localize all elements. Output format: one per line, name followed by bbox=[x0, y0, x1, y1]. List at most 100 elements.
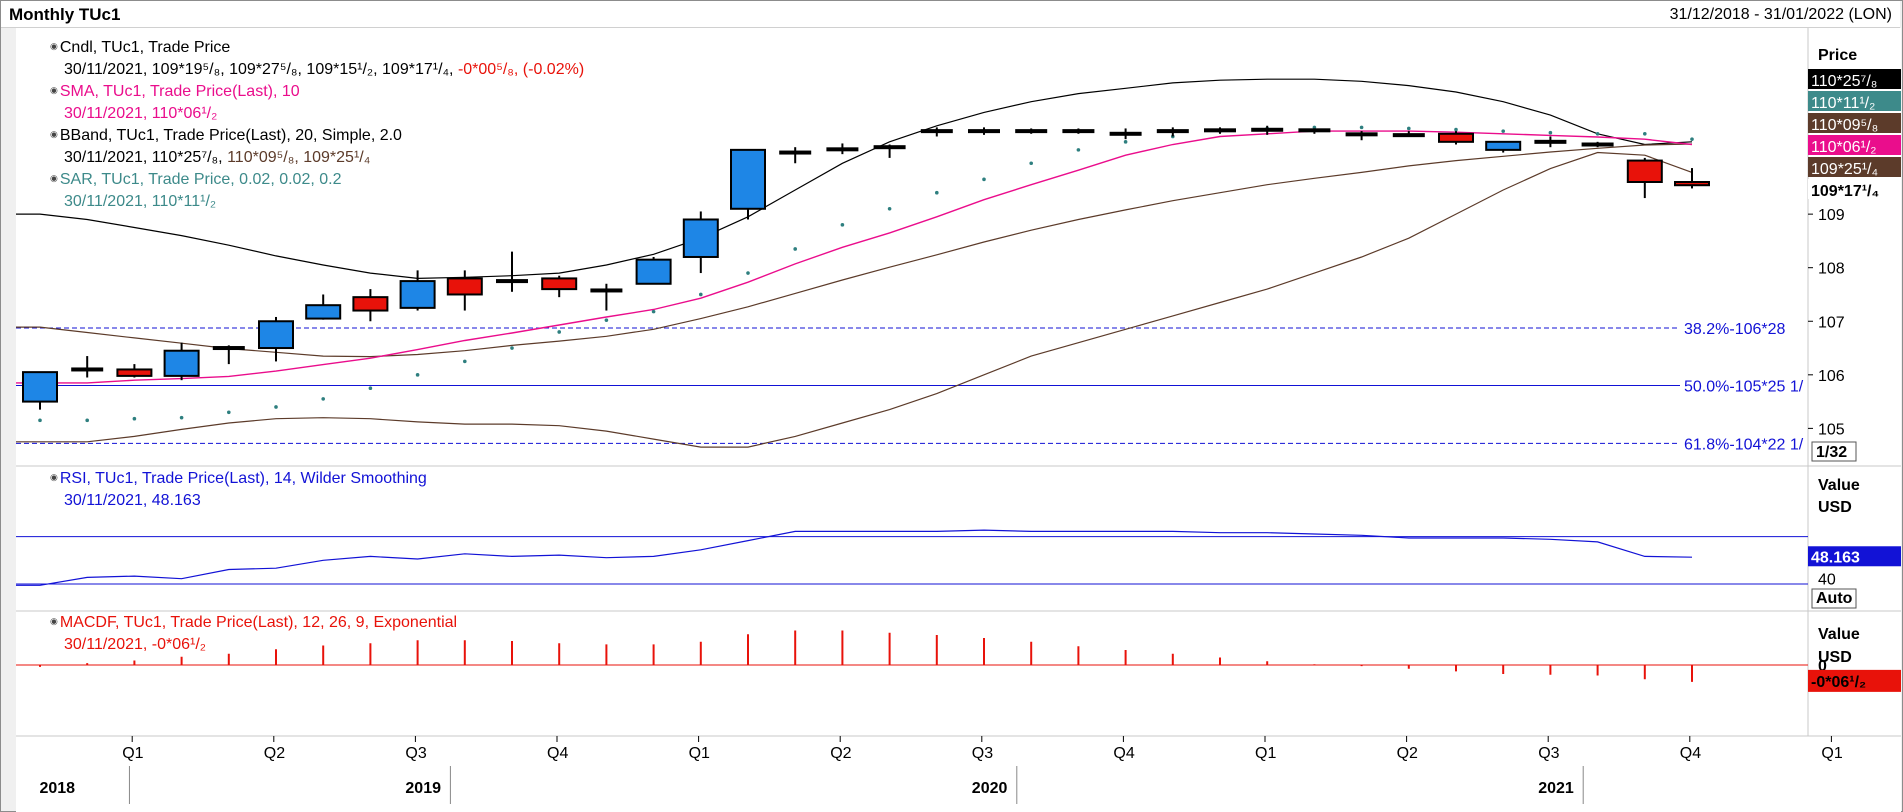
macd-tag bbox=[1808, 669, 1901, 692]
price-tag-label: 110*09⁵/₈ bbox=[1811, 117, 1878, 134]
x-quarter-label: Q3 bbox=[405, 745, 426, 762]
price-tag bbox=[1808, 135, 1901, 155]
price-tag bbox=[1808, 91, 1901, 111]
x-quarter-label: Q4 bbox=[1680, 745, 1701, 762]
candle-body-doji bbox=[1062, 129, 1095, 134]
fib-level-label: 38.2%-106*28 bbox=[1684, 321, 1786, 338]
x-quarter-label: Q1 bbox=[1821, 745, 1842, 762]
legend-sar-values: 30/11/2021, 110*11¹/₂ bbox=[64, 193, 217, 210]
candle-body-doji bbox=[1392, 133, 1425, 138]
legend-toggle-icon[interactable]: ◉ bbox=[50, 41, 58, 51]
price-scale-button bbox=[1811, 441, 1857, 462]
x-quarter-label: Q3 bbox=[972, 745, 993, 762]
candle-body-doji bbox=[1345, 132, 1378, 137]
legend-rsi[interactable]: ◉ RSI, TUc1, Trade Price(Last), 14, Wilde… bbox=[50, 468, 427, 512]
candle-body-doji bbox=[826, 147, 859, 152]
rsi-tick-label: 40 bbox=[1818, 572, 1836, 589]
candle-body-doji bbox=[496, 279, 528, 284]
sar-dot bbox=[1595, 131, 1600, 136]
sar-dot bbox=[1643, 131, 1647, 136]
candle-body-doji bbox=[1109, 131, 1142, 136]
sma-line bbox=[16, 130, 1693, 384]
price-tag-label: 110*11¹/₂ bbox=[1811, 95, 1875, 112]
price-tick-label: 106 bbox=[1818, 368, 1845, 385]
x-quarter-label: Q3 bbox=[1538, 745, 1559, 762]
sar-dot bbox=[699, 292, 703, 297]
sar-dot bbox=[793, 247, 797, 251]
legend-candle-name: Cndl, TUc1, Trade Price bbox=[59, 39, 231, 56]
chart-canvas[interactable]: 109 108 107 106 105 Price 38.2%-106*28 50.0%-10… bbox=[0, 28, 1903, 812]
candle-body-doji bbox=[873, 145, 906, 150]
legend-toggle-icon[interactable]: ◉ bbox=[50, 616, 58, 626]
title-bar: Monthly TUc1 31/12/2018 - 31/01/2022 (LO… bbox=[1, 1, 1900, 28]
price-tag-label: 110*25⁷/₈ bbox=[1811, 73, 1877, 90]
candle-body-doji bbox=[920, 129, 953, 134]
legend-bband-date: 30/11/2021, bbox=[64, 149, 152, 166]
bollinger-upper-line bbox=[16, 78, 1693, 280]
candle-body-up bbox=[399, 280, 436, 309]
candle-body-doji bbox=[590, 288, 623, 293]
legend-candle[interactable]: ◉ Cndl, TUc1, Trade Price 30/11/2021, 109… bbox=[50, 37, 584, 81]
price-scale-button-label: 1/32 bbox=[1816, 444, 1847, 461]
price-tag-label: 110*06¹/₂ bbox=[1811, 139, 1877, 156]
legend-sma[interactable]: ◉ SMA, TUc1, Trade Price(Last), 10 30/11/… bbox=[50, 81, 300, 125]
macd-axis-label: Value bbox=[1818, 626, 1860, 643]
sar-dot bbox=[1501, 129, 1505, 133]
sar-dot bbox=[1312, 125, 1317, 130]
x-year-label: 2021 bbox=[1538, 780, 1574, 797]
legend-macd-values: 30/11/2021, -0*06¹/₂ bbox=[64, 636, 207, 653]
legend-toggle-icon[interactable]: ◉ bbox=[50, 472, 58, 482]
sar-dot bbox=[651, 309, 656, 314]
sar-dot bbox=[1454, 127, 1458, 132]
sar-dot bbox=[887, 206, 892, 211]
price-axis-header: Price bbox=[1818, 47, 1857, 64]
sar-dot bbox=[38, 418, 42, 423]
date-range[interactable]: 31/12/2018 - 31/01/2022 (LON) bbox=[1669, 6, 1892, 23]
x-quarter-label: Q2 bbox=[264, 745, 285, 762]
sar-dot bbox=[1359, 125, 1364, 130]
bollinger-lower-line bbox=[16, 151, 1693, 448]
legend-macd[interactable]: ◉ MACDF, TUc1, Trade Price(Last), 12, 26,… bbox=[50, 612, 457, 656]
chart-title: Monthly TUc1 bbox=[9, 5, 121, 24]
x-quarter-label: Q1 bbox=[1255, 745, 1276, 762]
sar-dot bbox=[1029, 161, 1033, 166]
sar-dot bbox=[368, 386, 373, 391]
macd-pane bbox=[16, 611, 1808, 736]
rsi-axis-label: Value bbox=[1818, 477, 1860, 494]
candle-body-down bbox=[1626, 159, 1663, 184]
candle-body-up bbox=[163, 349, 200, 377]
rsi-axis-unit: USD bbox=[1818, 499, 1852, 516]
legend-candle-change: -0*00⁵/₈, (-0.02%) bbox=[457, 61, 585, 78]
sar-dot bbox=[510, 346, 514, 350]
candle-body-up bbox=[635, 258, 672, 285]
legend-bband-name: BBand, TUc1, Trade Price(Last), 20, Simp… bbox=[59, 127, 402, 144]
legend-sma-values: 30/11/2021, 110*06¹/₂ bbox=[64, 105, 218, 122]
sar-dot bbox=[1548, 130, 1553, 135]
sar-dot bbox=[604, 318, 609, 322]
legend-toggle-icon[interactable]: ◉ bbox=[50, 85, 58, 95]
candle-body-up bbox=[258, 320, 294, 350]
sar-dot bbox=[1690, 137, 1694, 141]
candle-body-doji bbox=[968, 129, 1000, 134]
candle-body-doji bbox=[71, 367, 104, 372]
x-quarter-label: Q2 bbox=[830, 745, 851, 762]
price-tick-label: 105 bbox=[1818, 421, 1845, 438]
candle-body-up bbox=[1485, 140, 1522, 151]
candle-body-up bbox=[730, 148, 766, 210]
sar-dot bbox=[935, 190, 939, 195]
sar-dot bbox=[557, 330, 561, 334]
legend-bband[interactable]: ◉ BBand, TUc1, Trade Price(Last), 20, Sim… bbox=[50, 125, 402, 169]
price-tag bbox=[1808, 113, 1901, 133]
sar-dot bbox=[1076, 148, 1081, 152]
price-tag-label: 109*17¹/₄ bbox=[1811, 183, 1879, 200]
legend-sar[interactable]: ◉ SAR, TUc1, Trade Price, 0.02, 0.02, 0.2… bbox=[50, 169, 341, 213]
candle-body-doji bbox=[1015, 129, 1048, 134]
sar-dot bbox=[1407, 126, 1411, 131]
legend-bband-lower: 109*25¹/₄ bbox=[303, 149, 371, 166]
macd-tag-label: -0*06¹/₂ bbox=[1811, 674, 1866, 691]
price-tick-label: 109 bbox=[1818, 207, 1845, 224]
sar-dot bbox=[85, 418, 89, 423]
legend-toggle-icon[interactable]: ◉ bbox=[50, 129, 58, 139]
macd-axis-unit: USD bbox=[1818, 649, 1852, 666]
legend-toggle-icon[interactable]: ◉ bbox=[50, 173, 58, 183]
